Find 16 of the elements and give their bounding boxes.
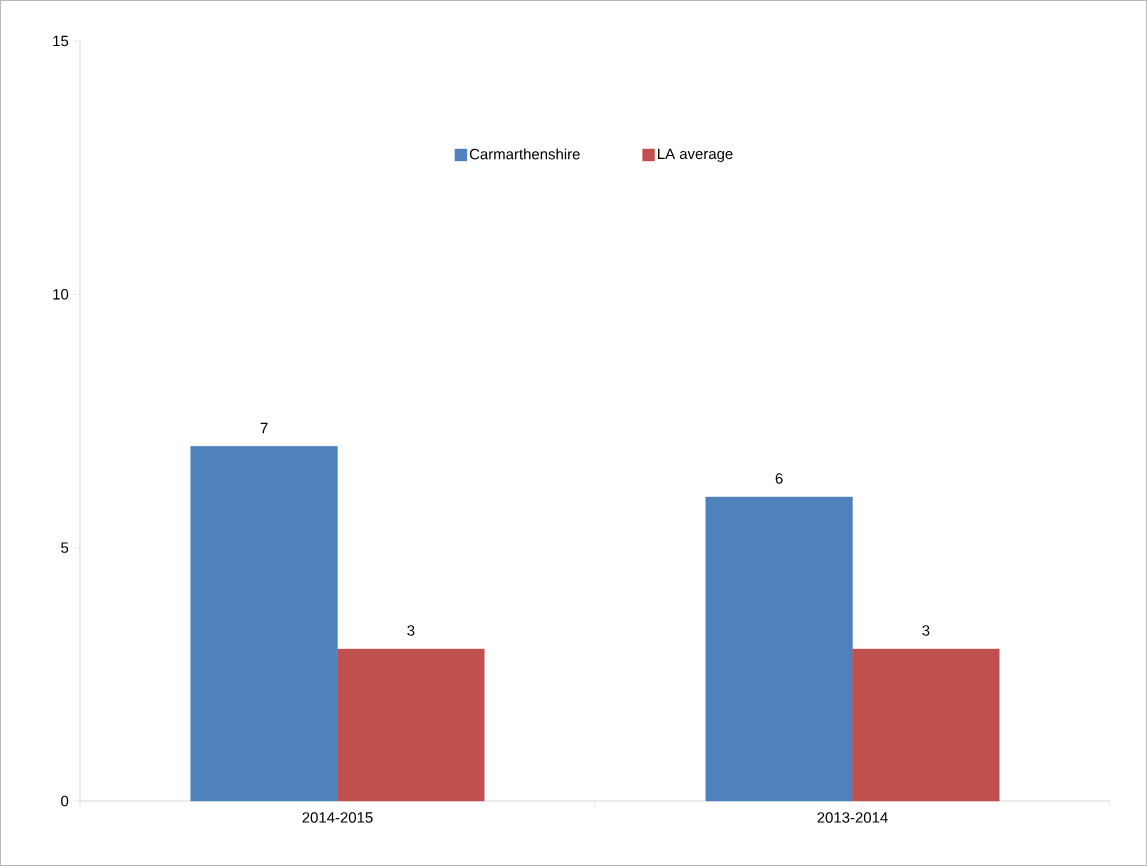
data-label: 3 xyxy=(922,625,930,636)
legend-label: LA average xyxy=(658,148,733,163)
bar xyxy=(190,446,338,802)
x-tick-label: 2014-2015 xyxy=(302,812,373,823)
x-tick-label: 2013-2014 xyxy=(817,812,888,823)
y-tick-label: 5 xyxy=(61,542,69,553)
bar xyxy=(852,648,1000,802)
bar xyxy=(337,648,485,802)
y-tick-label: 0 xyxy=(61,795,69,807)
data-label: 3 xyxy=(407,625,415,636)
data-label: 6 xyxy=(775,473,783,484)
y-tick-label: 10 xyxy=(53,289,69,300)
data-label: 7 xyxy=(260,422,268,434)
bar xyxy=(705,496,853,802)
legend-label: Carmarthenshire xyxy=(469,148,580,160)
y-tick-label: 15 xyxy=(53,35,69,47)
